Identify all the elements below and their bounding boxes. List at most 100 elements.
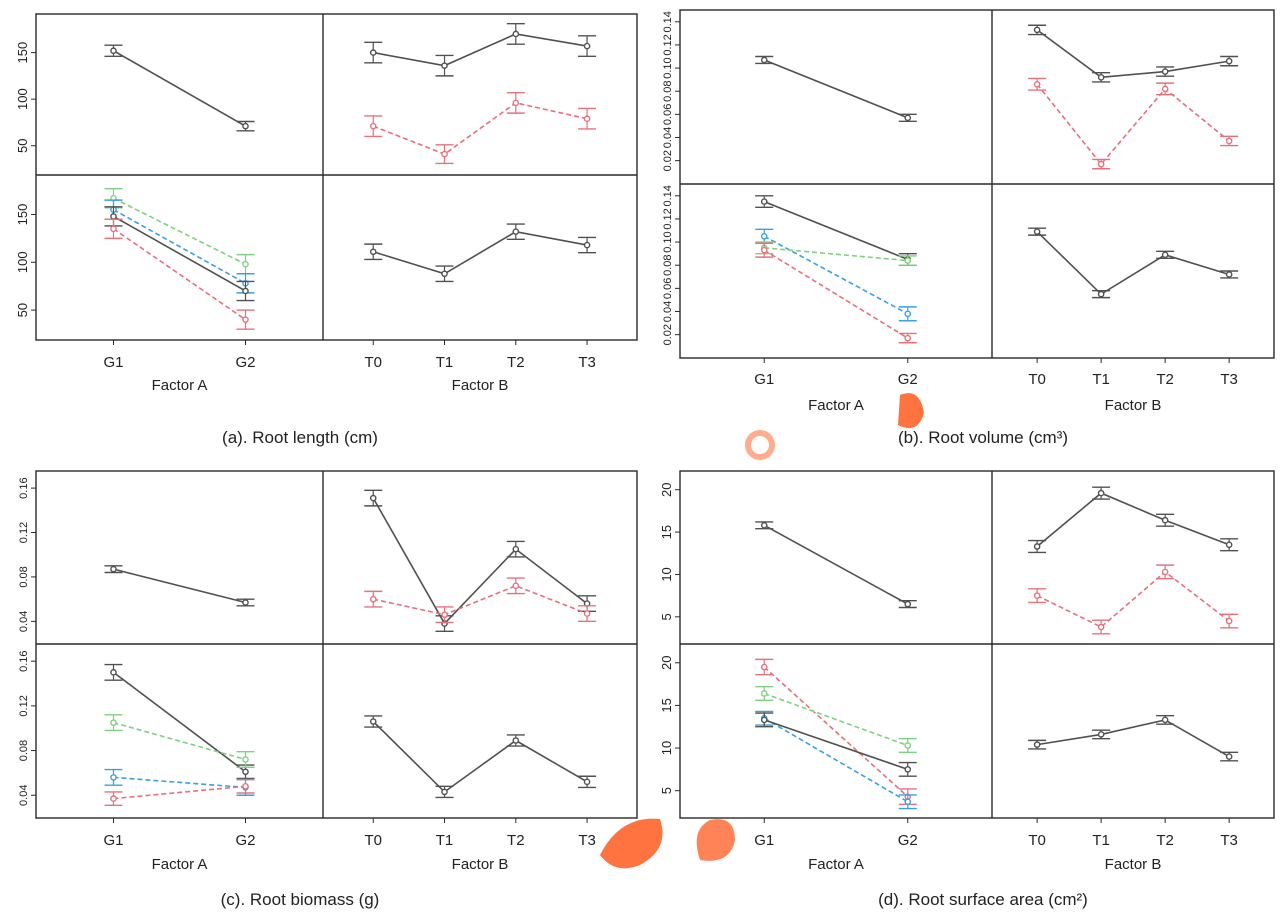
data-point bbox=[242, 783, 249, 790]
series-line bbox=[1036, 231, 1230, 296]
data-point bbox=[512, 582, 520, 590]
series-line bbox=[764, 247, 908, 262]
data-point bbox=[1033, 543, 1041, 550]
x-tick-label: T2 bbox=[507, 832, 525, 849]
y-tick-label: 15 bbox=[659, 698, 674, 712]
series-line bbox=[763, 249, 909, 339]
data-point bbox=[1033, 80, 1041, 88]
panel-caption: (d). Root surface area (cm²) bbox=[878, 890, 1088, 909]
x-tick-label: T2 bbox=[507, 354, 525, 371]
y-tick-label: 0.04 bbox=[18, 785, 30, 806]
data-point bbox=[512, 228, 520, 235]
x-tick-label: T1 bbox=[1092, 832, 1110, 849]
data-point bbox=[1161, 68, 1169, 75]
data-point bbox=[1225, 271, 1233, 278]
data-point bbox=[760, 232, 768, 240]
data-point bbox=[904, 742, 912, 749]
series-line bbox=[113, 50, 246, 127]
factor-a-axis-label: Factor A bbox=[808, 397, 864, 414]
watermark-mark bbox=[898, 393, 924, 429]
series-line bbox=[113, 208, 246, 285]
data-point bbox=[904, 257, 912, 264]
x-tick-label: T3 bbox=[578, 354, 596, 371]
data-point bbox=[904, 766, 912, 773]
data-point bbox=[760, 198, 768, 205]
x-tick-label: G1 bbox=[754, 832, 774, 849]
data-point bbox=[760, 690, 768, 697]
y-tick-label: 100 bbox=[15, 88, 30, 110]
panel-caption: (c). Root biomass (g) bbox=[221, 890, 380, 909]
data-point bbox=[369, 494, 377, 502]
data-point bbox=[760, 522, 768, 529]
watermark-mark bbox=[696, 819, 735, 861]
y-tick-label: 0.16 bbox=[18, 650, 30, 671]
series-line bbox=[763, 719, 909, 771]
data-point bbox=[1097, 489, 1105, 497]
factor-a-axis-label: Factor A bbox=[152, 856, 208, 873]
data-point bbox=[1225, 617, 1233, 625]
x-tick-label: T0 bbox=[1028, 832, 1046, 849]
y-tick-label: 50 bbox=[15, 138, 30, 152]
data-point bbox=[242, 599, 249, 606]
data-point bbox=[110, 565, 117, 573]
data-point bbox=[1161, 516, 1169, 524]
data-point bbox=[904, 114, 912, 122]
y-tick-label: 0.02 bbox=[662, 150, 674, 171]
data-point bbox=[369, 718, 377, 725]
panel-3: 5 10 15 20 5 10 15 20 G1 G2 T0 T1 T2 T3 Factor A Factor… bbox=[659, 470, 1275, 909]
series-line bbox=[1036, 719, 1230, 758]
x-tick-label: G1 bbox=[103, 354, 123, 371]
y-tick-label: 0.10 bbox=[662, 57, 674, 78]
data-point bbox=[1161, 568, 1169, 576]
data-point bbox=[512, 30, 520, 38]
series-line bbox=[113, 671, 246, 773]
x-tick-label: G1 bbox=[754, 371, 774, 388]
series-line bbox=[763, 524, 909, 605]
series-line bbox=[1036, 492, 1230, 548]
x-tick-label: T3 bbox=[1220, 371, 1238, 388]
x-tick-label: T2 bbox=[1156, 832, 1174, 849]
y-tick-label: 0.08 bbox=[662, 255, 674, 276]
series-line bbox=[373, 584, 588, 616]
y-tick-label: 0.16 bbox=[18, 477, 30, 498]
data-point bbox=[1161, 716, 1169, 724]
data-point bbox=[760, 56, 768, 64]
data-point bbox=[110, 795, 117, 802]
data-point bbox=[110, 225, 117, 233]
y-tick-label: 150 bbox=[15, 42, 30, 64]
y-tick-label: 0.06 bbox=[662, 104, 674, 125]
y-tick-label: 0.08 bbox=[662, 81, 674, 102]
data-point bbox=[1033, 741, 1041, 748]
series-line bbox=[763, 666, 909, 798]
data-point bbox=[1033, 592, 1041, 599]
y-tick-label: 5 bbox=[659, 787, 674, 794]
y-tick-label: 0.12 bbox=[18, 695, 30, 716]
series-line bbox=[372, 720, 588, 793]
data-point bbox=[110, 669, 117, 676]
data-point bbox=[904, 798, 912, 806]
data-point bbox=[242, 122, 249, 130]
data-point bbox=[110, 47, 117, 55]
factor-b-axis-label: Factor B bbox=[452, 377, 509, 394]
data-point bbox=[441, 150, 448, 158]
y-tick-label: 0.06 bbox=[662, 278, 674, 299]
x-tick-label: T3 bbox=[578, 832, 596, 849]
series-line bbox=[373, 33, 588, 67]
data-point bbox=[242, 756, 249, 763]
panel-0: 50 100 150 50 100 150 G1 G2 T0 T1 T2 T3 Factor A Fact… bbox=[15, 13, 638, 447]
series-line bbox=[372, 102, 588, 156]
series-line bbox=[113, 197, 246, 265]
series-line bbox=[763, 717, 909, 803]
series-line bbox=[113, 568, 246, 604]
panel-frame bbox=[35, 13, 638, 341]
data-point bbox=[441, 62, 448, 69]
y-tick-label: 0.12 bbox=[18, 522, 30, 543]
x-tick-label: T0 bbox=[1028, 371, 1046, 388]
series-line bbox=[1036, 83, 1230, 166]
data-point bbox=[242, 287, 249, 295]
x-tick-label: G2 bbox=[236, 832, 256, 849]
series-line bbox=[113, 721, 246, 761]
series-line bbox=[1036, 29, 1230, 79]
data-point bbox=[512, 737, 520, 744]
